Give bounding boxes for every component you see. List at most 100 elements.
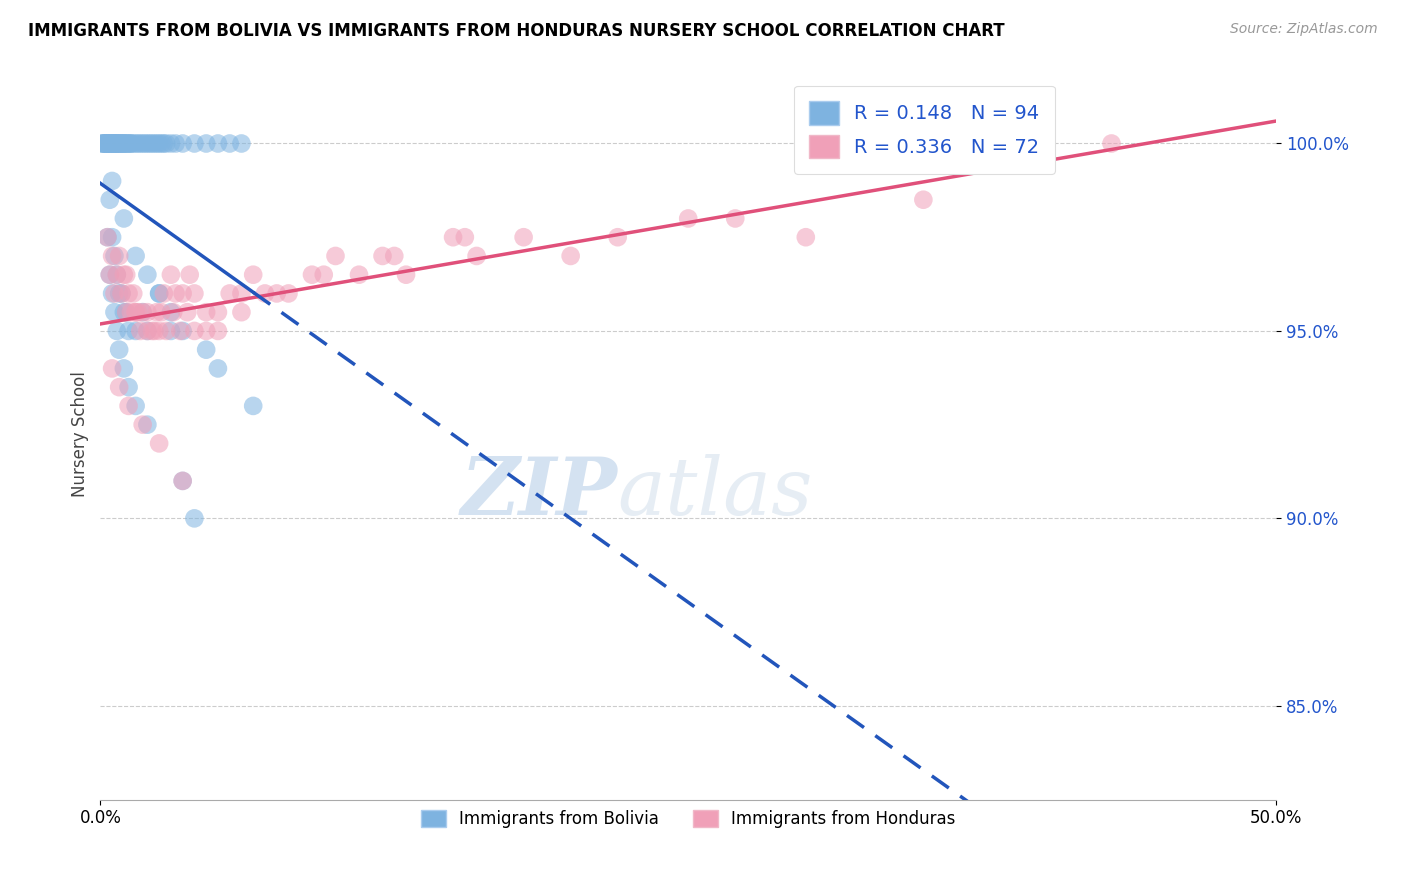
Point bbox=[382, 249, 405, 263]
Point bbox=[441, 230, 464, 244]
Point bbox=[117, 136, 139, 151]
Point bbox=[172, 324, 194, 338]
Point bbox=[103, 249, 125, 263]
Point bbox=[98, 136, 121, 151]
Point bbox=[143, 136, 166, 151]
Point bbox=[1101, 136, 1123, 151]
Point bbox=[253, 286, 276, 301]
Point bbox=[136, 324, 159, 338]
Point bbox=[312, 268, 335, 282]
Text: atlas: atlas bbox=[617, 454, 813, 532]
Point bbox=[172, 136, 194, 151]
Point bbox=[127, 136, 149, 151]
Point bbox=[124, 305, 146, 319]
Point bbox=[160, 268, 183, 282]
Point bbox=[150, 305, 173, 319]
Point bbox=[117, 324, 139, 338]
Point bbox=[141, 136, 163, 151]
Point bbox=[103, 136, 125, 151]
Point bbox=[112, 361, 135, 376]
Point bbox=[108, 136, 131, 151]
Point bbox=[117, 399, 139, 413]
Point bbox=[136, 136, 159, 151]
Point bbox=[195, 136, 218, 151]
Point bbox=[129, 136, 152, 151]
Point bbox=[101, 286, 124, 301]
Point bbox=[148, 436, 170, 450]
Point bbox=[134, 136, 156, 151]
Point bbox=[176, 305, 198, 319]
Point bbox=[207, 305, 229, 319]
Point bbox=[124, 399, 146, 413]
Point bbox=[96, 136, 118, 151]
Point bbox=[560, 249, 582, 263]
Point bbox=[91, 136, 114, 151]
Point bbox=[117, 286, 139, 301]
Text: IMMIGRANTS FROM BOLIVIA VS IMMIGRANTS FROM HONDURAS NURSERY SCHOOL CORRELATION C: IMMIGRANTS FROM BOLIVIA VS IMMIGRANTS FR… bbox=[28, 22, 1005, 40]
Point bbox=[183, 511, 205, 525]
Point bbox=[179, 268, 201, 282]
Point bbox=[912, 193, 935, 207]
Point bbox=[129, 324, 152, 338]
Point bbox=[112, 136, 135, 151]
Point bbox=[165, 136, 187, 151]
Point bbox=[160, 324, 183, 338]
Point bbox=[120, 136, 142, 151]
Point bbox=[96, 230, 118, 244]
Point bbox=[231, 136, 253, 151]
Point bbox=[266, 286, 288, 301]
Point bbox=[277, 286, 299, 301]
Point bbox=[108, 136, 131, 151]
Point bbox=[1029, 136, 1052, 151]
Point bbox=[153, 136, 176, 151]
Point bbox=[120, 136, 142, 151]
Point bbox=[160, 305, 183, 319]
Text: Source: ZipAtlas.com: Source: ZipAtlas.com bbox=[1230, 22, 1378, 37]
Point bbox=[101, 361, 124, 376]
Point bbox=[172, 286, 194, 301]
Point bbox=[112, 211, 135, 226]
Point bbox=[195, 305, 218, 319]
Point bbox=[131, 305, 153, 319]
Point bbox=[162, 305, 184, 319]
Point bbox=[148, 324, 170, 338]
Point bbox=[103, 305, 125, 319]
Point bbox=[98, 136, 121, 151]
Point bbox=[105, 268, 128, 282]
Point bbox=[108, 136, 131, 151]
Point bbox=[131, 305, 153, 319]
Point bbox=[138, 136, 160, 151]
Point bbox=[94, 136, 117, 151]
Point bbox=[91, 136, 114, 151]
Point bbox=[105, 136, 128, 151]
Point bbox=[103, 286, 125, 301]
Point bbox=[148, 286, 170, 301]
Point bbox=[115, 268, 138, 282]
Point bbox=[110, 136, 132, 151]
Point bbox=[120, 305, 142, 319]
Point bbox=[110, 286, 132, 301]
Point bbox=[117, 380, 139, 394]
Point bbox=[155, 136, 177, 151]
Point bbox=[146, 305, 169, 319]
Point bbox=[160, 136, 183, 151]
Point bbox=[512, 230, 534, 244]
Point bbox=[172, 474, 194, 488]
Point bbox=[101, 230, 124, 244]
Point bbox=[112, 136, 135, 151]
Point bbox=[94, 136, 117, 151]
Point bbox=[131, 136, 153, 151]
Point bbox=[371, 249, 394, 263]
Point bbox=[794, 230, 817, 244]
Point bbox=[110, 136, 132, 151]
Point bbox=[183, 136, 205, 151]
Point bbox=[115, 136, 138, 151]
Point bbox=[98, 268, 121, 282]
Point bbox=[101, 136, 124, 151]
Point bbox=[465, 249, 488, 263]
Point bbox=[242, 399, 264, 413]
Point bbox=[127, 305, 149, 319]
Point bbox=[105, 136, 128, 151]
Point bbox=[155, 324, 177, 338]
Point bbox=[98, 136, 121, 151]
